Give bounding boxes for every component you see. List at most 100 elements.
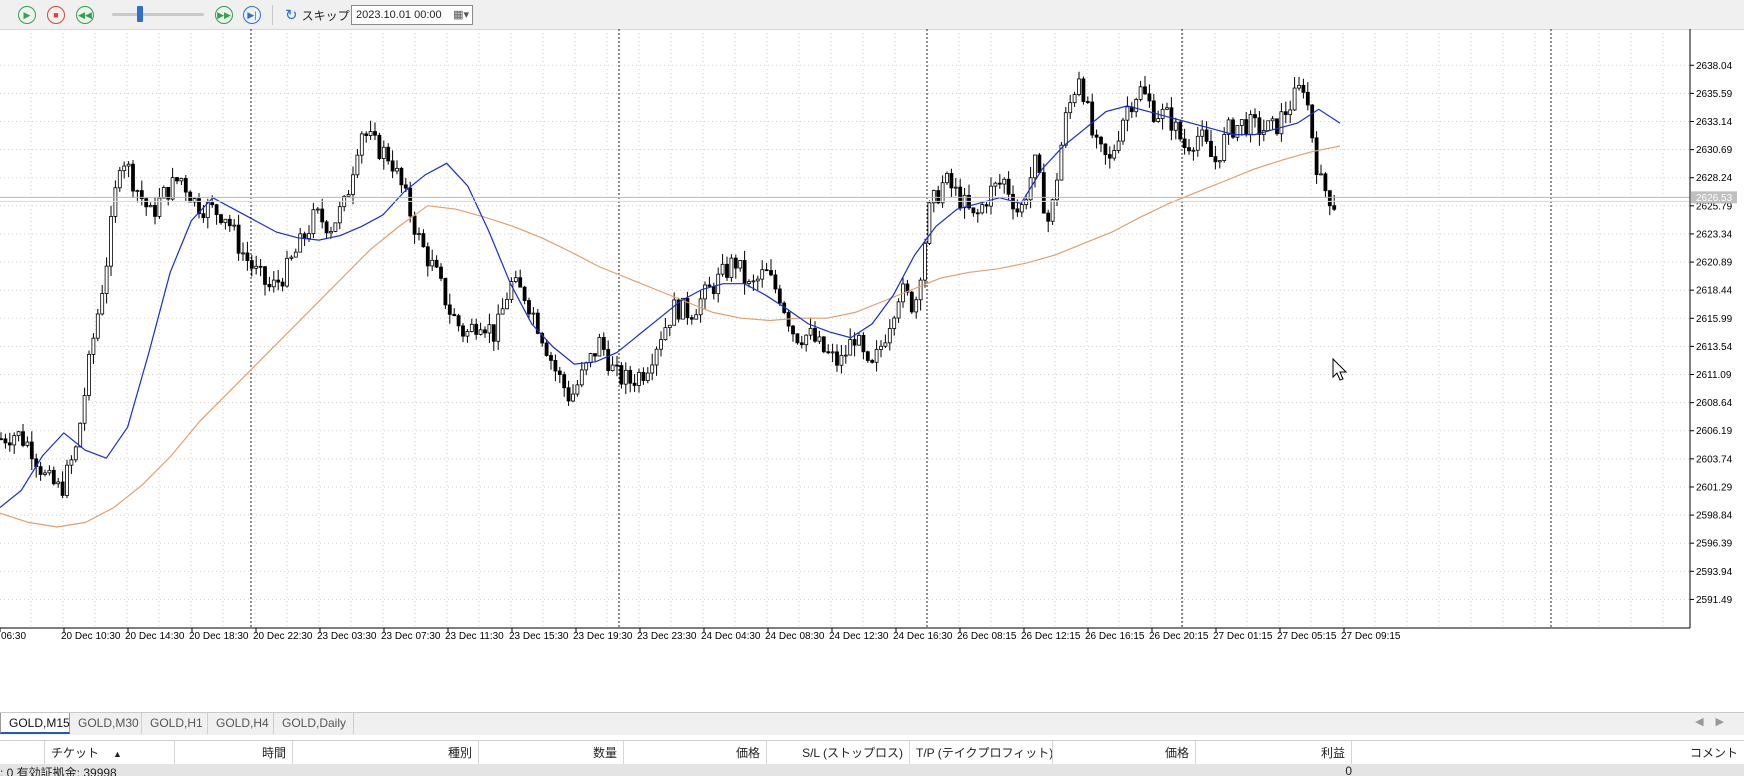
speed-slider-track[interactable]: [112, 13, 204, 16]
time-tick-label: 26 Dec 16:15: [1085, 631, 1145, 642]
price-tick-label: 2613.54: [1696, 342, 1733, 353]
candle-body: [56, 481, 61, 485]
candle-body: [1191, 149, 1196, 152]
chart-tab[interactable]: GOLD,M30: [70, 713, 142, 734]
candle-body: [258, 265, 263, 268]
candle-body: [628, 369, 633, 384]
candle-body: [562, 374, 567, 389]
col-ticket[interactable]: チケット ▲: [45, 741, 175, 765]
chart-tab[interactable]: GOLD,M15: [0, 713, 70, 734]
col-symbol[interactable]: [0, 741, 45, 765]
price-chart[interactable]: 2638.04 2635.59 2633.14 2630.69 2628.24 2625.…: [0, 29, 1744, 712]
candle-body: [1314, 137, 1319, 176]
chart-tab[interactable]: GOLD,H4: [208, 713, 274, 734]
candle-body: [571, 393, 575, 402]
toolbar-separator: [272, 5, 273, 25]
col-comment[interactable]: コメント: [1689, 746, 1738, 760]
candle-body: [197, 198, 201, 215]
candle-body: [795, 333, 800, 344]
time-tick-label: 23 Dec 11:30: [445, 631, 504, 642]
candle-body: [949, 173, 954, 189]
time-tick-label: 20 Dec 22:30: [253, 631, 313, 642]
candle-body: [980, 204, 985, 214]
candle-body: [1121, 119, 1125, 142]
candle-body: [1099, 136, 1103, 145]
candle-body: [219, 214, 223, 224]
col-volume[interactable]: 数量: [479, 741, 624, 765]
chart-tab[interactable]: GOLD,H1: [142, 713, 208, 734]
price-tick-label: 2633.14: [1696, 117, 1733, 128]
col-tp[interactable]: T/P (テイクプロフィット): [910, 741, 1053, 765]
chart-tab[interactable]: GOLD,Daily: [274, 713, 354, 734]
price-tick-label: 2638.04: [1696, 61, 1733, 72]
candle-body: [1015, 208, 1020, 213]
candle-body: [271, 279, 276, 288]
candle-body: [606, 349, 611, 372]
col-profit[interactable]: 利益: [1196, 741, 1352, 765]
chart-canvas[interactable]: 2638.04 2635.59 2633.14 2630.69 2628.24 2625.…: [0, 29, 1744, 712]
col-price-current[interactable]: 価格: [1053, 741, 1196, 765]
speed-slider-thumb[interactable]: [136, 6, 143, 22]
candle-body: [1024, 199, 1029, 205]
price-tick-label: 2608.64: [1696, 398, 1733, 409]
candle-body: [1231, 119, 1235, 138]
equity-summary: : 0 有効証拠金: 39998: [0, 766, 117, 776]
candle-body: [619, 365, 624, 385]
candle-body: [509, 281, 514, 300]
candle-body: [725, 263, 729, 278]
play-icon: ▶: [23, 9, 31, 20]
rewind-button[interactable]: ◀◀: [76, 6, 94, 24]
skip-date-input[interactable]: 2023.10.01 00:00 ▦▾: [351, 5, 473, 25]
candle-body: [1292, 87, 1297, 111]
candle-body: [1248, 114, 1253, 135]
candle-body: [676, 299, 681, 320]
col-type[interactable]: 種別: [293, 741, 479, 765]
candle-body: [73, 446, 78, 461]
candle-body: [298, 233, 303, 253]
candle-body: [434, 259, 439, 268]
col-price[interactable]: 価格: [624, 741, 767, 765]
candle-body: [641, 372, 646, 381]
skip-button[interactable]: ↻ スキップ: [285, 4, 350, 26]
candle-body: [144, 198, 149, 208]
candle-body: [359, 133, 364, 156]
time-tick-label: 23 Dec 15:30: [509, 631, 569, 642]
candle-body: [601, 337, 606, 350]
candle-body: [478, 329, 483, 335]
calendar-dropdown-icon[interactable]: ▦▾: [453, 9, 469, 21]
candle-body: [430, 259, 435, 267]
candle-body: [399, 167, 404, 186]
skip-label: スキップ: [301, 8, 350, 23]
candle-body: [1160, 108, 1165, 120]
tab-scroll-arrows-icon[interactable]: ◀▶: [1695, 716, 1736, 728]
candle-body: [1055, 179, 1059, 201]
price-tick-label: 2628.24: [1696, 173, 1733, 184]
candle-body: [940, 182, 945, 204]
stop-button[interactable]: ■: [47, 6, 65, 24]
candle-body: [1041, 172, 1046, 214]
candle-body: [1134, 99, 1139, 113]
candle-body: [1006, 178, 1011, 195]
candle-body: [1090, 101, 1095, 136]
candle-body: [1059, 144, 1064, 181]
positions-table-header: チケット ▲ 時間 種別 数量 価格 S/L (ストップロス) T/P (テイクプ…: [0, 740, 1744, 766]
price-tick-label: 2625.79: [1696, 201, 1733, 212]
candle-body: [1226, 119, 1231, 135]
candle-body: [769, 270, 773, 276]
candle-body: [667, 324, 672, 329]
candle-body: [632, 382, 637, 386]
candle-body: [927, 202, 932, 244]
play-button[interactable]: ▶: [18, 6, 36, 24]
candle-body: [395, 167, 399, 172]
col-sl[interactable]: S/L (ストップロス): [767, 741, 910, 765]
candle-body: [1209, 140, 1213, 158]
candle-body: [672, 299, 677, 326]
col-time[interactable]: 時間: [175, 741, 293, 765]
fast-forward-button[interactable]: ▶▶: [215, 6, 233, 24]
skip-date-value: 2023.10.01 00:00: [356, 9, 442, 21]
step-forward-button[interactable]: ▶|: [243, 6, 261, 24]
candle-body: [276, 279, 281, 283]
candle-body: [1327, 190, 1332, 207]
candle-body: [892, 317, 897, 329]
candle-body: [879, 345, 883, 350]
